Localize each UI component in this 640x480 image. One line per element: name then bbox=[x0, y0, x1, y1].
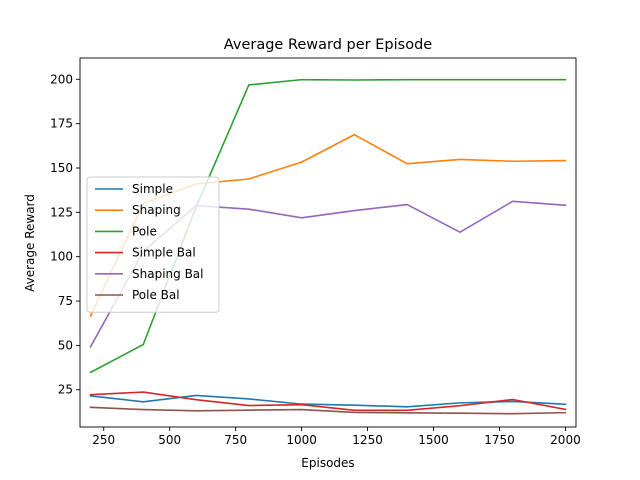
x-tick-label: 2000 bbox=[550, 433, 581, 447]
x-tick-label: 500 bbox=[158, 433, 181, 447]
y-tick-label: 25 bbox=[58, 383, 73, 397]
y-tick-label: 75 bbox=[58, 294, 73, 308]
x-tick-label: 250 bbox=[92, 433, 115, 447]
y-tick-label: 100 bbox=[50, 250, 73, 264]
legend-label: Shaping Bal bbox=[132, 267, 203, 281]
plot-frame bbox=[79, 57, 577, 428]
series-line-pole-bal bbox=[89, 406, 567, 415]
legend-label: Shaping bbox=[132, 203, 181, 217]
y-tick-label: 50 bbox=[58, 338, 73, 352]
series-line-simple-bal bbox=[89, 391, 567, 412]
y-tick-label: 200 bbox=[50, 72, 73, 86]
x-axis-title: Episodes bbox=[301, 456, 354, 470]
y-tick-label: 175 bbox=[50, 117, 73, 131]
chart-title: Average Reward per Episode bbox=[224, 37, 432, 53]
x-tick-label: 1250 bbox=[352, 433, 383, 447]
y-axis-title: Average Reward bbox=[23, 194, 37, 292]
legend-label: Simple bbox=[132, 182, 173, 196]
x-tick-label: 1500 bbox=[418, 433, 449, 447]
legend-label: Pole bbox=[132, 224, 157, 238]
legend-label: Simple Bal bbox=[132, 246, 196, 260]
legend-label: Pole Bal bbox=[132, 288, 180, 302]
y-tick-label: 150 bbox=[50, 161, 73, 175]
x-tick-label: 1750 bbox=[484, 433, 515, 447]
x-tick-label: 1000 bbox=[286, 433, 317, 447]
y-tick-label: 125 bbox=[50, 205, 73, 219]
x-tick-label: 750 bbox=[224, 433, 247, 447]
